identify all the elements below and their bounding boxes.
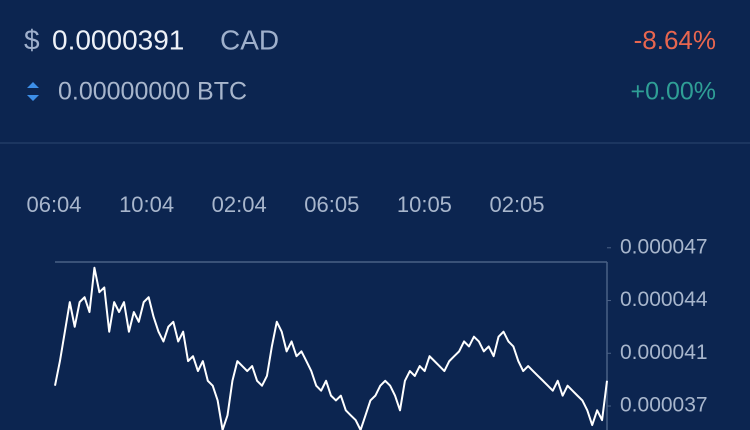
swap-icon[interactable]	[27, 82, 39, 101]
price-currency: CAD	[220, 24, 279, 55]
time-label: 10:04	[119, 192, 174, 217]
time-label: 06:05	[304, 192, 359, 217]
y-tick-label: 0.000047	[620, 235, 708, 258]
y-tick-label: 0.000044	[620, 288, 708, 311]
btc-change: +0.00%	[631, 78, 717, 106]
price-change: -8.64%	[634, 25, 716, 55]
time-label: 02:05	[489, 192, 544, 217]
time-label: 06:04	[26, 192, 81, 217]
price: 0.0000391	[52, 24, 184, 55]
currency-symbol: $	[24, 24, 40, 55]
btc-amount: 0.00000000 BTC	[58, 78, 247, 106]
y-tick-label: 0.000041	[620, 341, 708, 364]
y-tick-label: 0.000037	[620, 394, 708, 417]
time-label: 02:04	[212, 192, 267, 217]
time-label: 10:05	[397, 192, 452, 217]
price-line	[54, 266, 608, 430]
chart: 06:04 10:04 02:04 06:05 10:05 02:05 0.000047 0.…	[26, 192, 708, 430]
